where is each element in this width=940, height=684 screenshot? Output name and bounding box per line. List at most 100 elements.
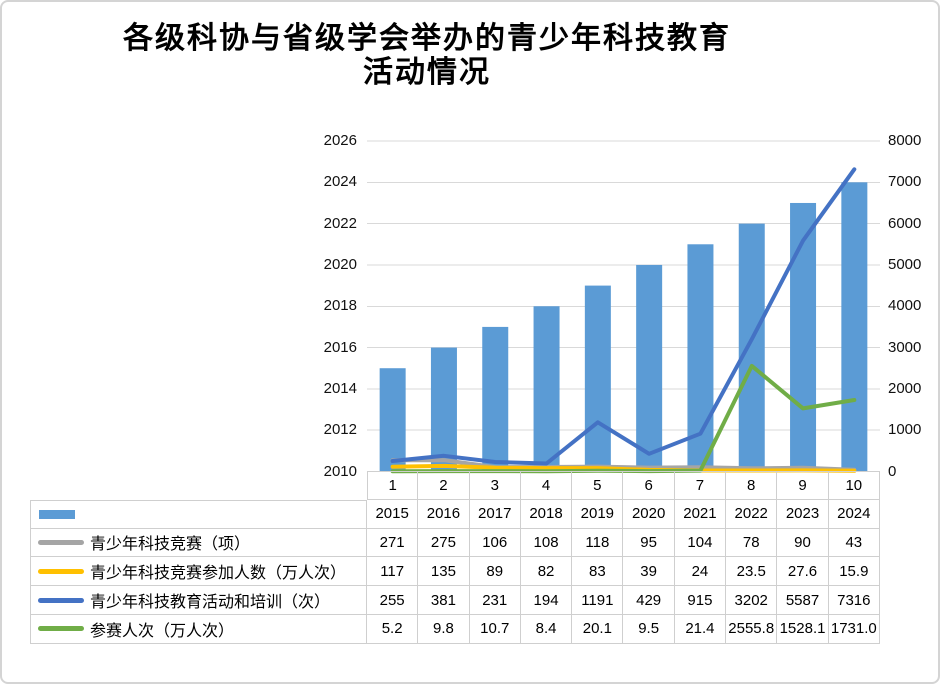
table-cell: 2015 xyxy=(367,499,419,529)
plot-area xyxy=(367,140,880,474)
legend-label: 青少年科技竞赛（项） xyxy=(90,536,251,554)
table-cell: 915 xyxy=(674,586,727,615)
bar xyxy=(379,368,406,472)
table-cell: 82 xyxy=(520,557,573,587)
right-axis-label: 3000 xyxy=(888,338,922,356)
x-axis-label-cell: 1 xyxy=(367,471,419,500)
legend-label: 青少年科技竞赛参加人数（万人次） xyxy=(90,565,347,583)
table-cell: 27.6 xyxy=(777,557,829,587)
legend-line-series-3: 参赛人次（万人次） xyxy=(30,614,367,644)
table-cell: 20.1 xyxy=(572,614,624,644)
table-cell: 1731.0 xyxy=(828,614,880,644)
table-cell: 2016 xyxy=(418,499,470,529)
table-cell: 1191 xyxy=(572,586,624,615)
table-cell: 2555.8 xyxy=(726,614,778,644)
left-axis-label: 2014 xyxy=(323,379,357,397)
chart-title: 各级科协与省级学会举办的青少年科技教育 活动情况 xyxy=(2,22,852,90)
left-axis-label: 2016 xyxy=(323,338,357,356)
table-cell: 95 xyxy=(623,528,675,558)
right-axis-label: 1000 xyxy=(888,421,922,439)
table-cell: 7316 xyxy=(828,586,880,615)
table-cell: 429 xyxy=(623,586,675,615)
x-axis-label-cell: 10 xyxy=(828,471,880,500)
left-axis-label: 2018 xyxy=(323,297,357,315)
table-cell: 2021 xyxy=(674,499,727,529)
left-axis-label: 2024 xyxy=(323,173,357,191)
bar xyxy=(636,264,663,472)
x-axis-label-cell: 4 xyxy=(520,471,573,500)
bar xyxy=(841,182,868,472)
left-axis-label: 2020 xyxy=(323,255,357,273)
right-axis-label: 5000 xyxy=(888,255,922,273)
bar xyxy=(482,326,509,472)
table-cell: 2022 xyxy=(726,499,778,529)
table-cell: 5587 xyxy=(777,586,829,615)
table-cell: 381 xyxy=(418,586,470,615)
table-cell: 271 xyxy=(367,528,419,558)
table-cell: 117 xyxy=(367,557,419,587)
table-cell: 90 xyxy=(777,528,829,558)
bar-series-swatch xyxy=(39,509,75,519)
table-cell: 2020 xyxy=(623,499,675,529)
left-axis-label: 2010 xyxy=(323,462,357,480)
data-table: 1 2 3 4 5 6 7 8 9 10 2015 2016 2017 2018 2019 2020 2021 2… xyxy=(30,471,880,644)
table-cell: 78 xyxy=(726,528,778,558)
right-axis-label: 0 xyxy=(888,462,897,480)
table-cell: 1528.1 xyxy=(777,614,829,644)
table-cell: 8.4 xyxy=(520,614,573,644)
x-axis-label-cell: 7 xyxy=(674,471,727,500)
table-cell: 15.9 xyxy=(828,557,880,587)
table-cell: 106 xyxy=(469,528,521,558)
table-cell: 104 xyxy=(674,528,727,558)
x-axis-label-cell: 8 xyxy=(726,471,778,500)
chart-title-line2: 活动情况 xyxy=(363,56,491,89)
table-cell: 3202 xyxy=(726,586,778,615)
table-cell: 24 xyxy=(674,557,727,587)
table-cell: 5.2 xyxy=(367,614,419,644)
left-axis-label: 2026 xyxy=(323,132,357,149)
x-axis-label-cell: 6 xyxy=(623,471,675,500)
line-series-swatch xyxy=(38,539,84,545)
bar xyxy=(738,223,765,472)
table-cell: 2024 xyxy=(828,499,880,529)
bar xyxy=(790,202,817,472)
right-axis-label: 2000 xyxy=(888,379,922,397)
legend-bar-series xyxy=(30,499,367,529)
line-series-swatch xyxy=(38,626,84,632)
table-cell: 89 xyxy=(469,557,521,587)
bar xyxy=(584,285,611,472)
x-axis-label-cell: 5 xyxy=(572,471,624,500)
legend-line-series-0: 青少年科技竞赛（项） xyxy=(30,528,367,558)
right-axis-label: 7000 xyxy=(888,173,922,191)
x-axis-label-cell: 9 xyxy=(777,471,829,500)
table-cell: 2019 xyxy=(572,499,624,529)
legend-line-series-2: 青少年科技教育活动和培训（次） xyxy=(30,586,367,615)
line-series-2 xyxy=(390,167,857,466)
table-cell: 135 xyxy=(418,557,470,587)
left-axis-label: 2012 xyxy=(323,421,357,439)
legend-label: 青少年科技教育活动和培训（次） xyxy=(90,594,331,612)
table-corner-blank xyxy=(30,471,367,500)
legend-line-series-1: 青少年科技竞赛参加人数（万人次） xyxy=(30,557,367,587)
x-axis-label-cell: 2 xyxy=(418,471,470,500)
table-cell: 108 xyxy=(520,528,573,558)
chart-title-line1: 各级科协与省级学会举办的青少年科技教育 xyxy=(123,22,731,55)
table-cell: 39 xyxy=(623,557,675,587)
bar xyxy=(430,347,457,472)
line-series-3 xyxy=(390,363,857,474)
table-cell: 255 xyxy=(367,586,419,615)
table-cell: 194 xyxy=(520,586,573,615)
right-axis-label: 4000 xyxy=(888,297,922,315)
table-cell: 2023 xyxy=(777,499,829,529)
table-cell: 23.5 xyxy=(726,557,778,587)
left-axis-label: 2022 xyxy=(323,214,357,232)
line-series-swatch xyxy=(38,597,84,603)
table-cell: 275 xyxy=(418,528,470,558)
line-series-swatch xyxy=(38,568,84,574)
table-cell: 9.8 xyxy=(418,614,470,644)
legend-label: 参赛人次（万人次） xyxy=(90,622,235,640)
table-cell: 10.7 xyxy=(469,614,521,644)
table-cell: 2017 xyxy=(469,499,521,529)
table-cell: 83 xyxy=(572,557,624,587)
table-cell: 21.4 xyxy=(674,614,727,644)
